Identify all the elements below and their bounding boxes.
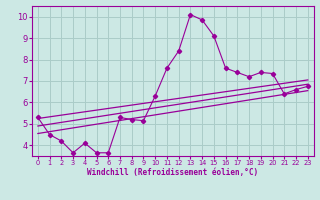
X-axis label: Windchill (Refroidissement éolien,°C): Windchill (Refroidissement éolien,°C)	[87, 168, 258, 177]
